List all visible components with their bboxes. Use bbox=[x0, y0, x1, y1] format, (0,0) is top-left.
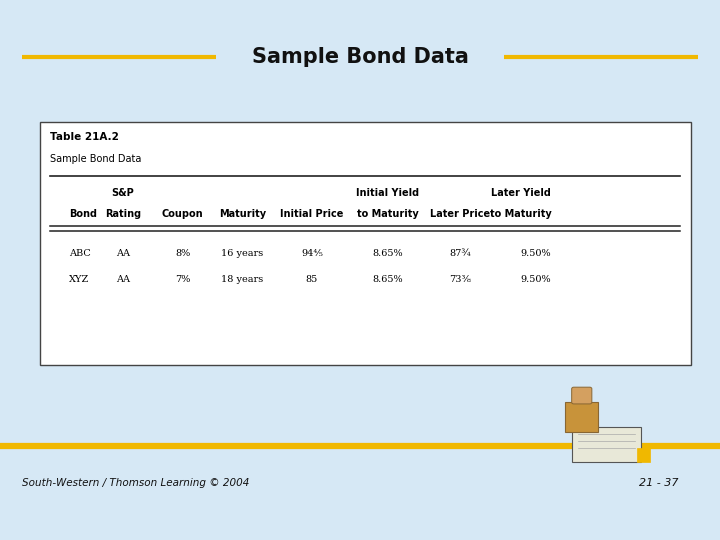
Text: to Maturity: to Maturity bbox=[490, 209, 552, 219]
Text: Rating: Rating bbox=[105, 209, 141, 219]
FancyBboxPatch shape bbox=[572, 387, 592, 404]
Text: 16 years: 16 years bbox=[222, 249, 264, 258]
Text: AA: AA bbox=[116, 249, 130, 258]
Text: 85: 85 bbox=[306, 275, 318, 284]
Text: 18 years: 18 years bbox=[222, 275, 264, 284]
Text: 9.50%: 9.50% bbox=[521, 249, 552, 258]
Text: to Maturity: to Maturity bbox=[356, 209, 418, 219]
Text: Initial Yield: Initial Yield bbox=[356, 188, 419, 198]
Text: Later Yield: Later Yield bbox=[491, 188, 552, 198]
FancyBboxPatch shape bbox=[40, 122, 691, 364]
Text: 21 - 37: 21 - 37 bbox=[639, 478, 678, 488]
Text: ABC: ABC bbox=[69, 249, 91, 258]
Text: Coupon: Coupon bbox=[162, 209, 204, 219]
Text: 9.50%: 9.50% bbox=[521, 275, 552, 284]
Text: Sample Bond Data: Sample Bond Data bbox=[251, 46, 469, 67]
Text: 7%: 7% bbox=[175, 275, 190, 284]
Text: S&P: S&P bbox=[112, 188, 134, 198]
Text: 8%: 8% bbox=[175, 249, 190, 258]
Text: Bond: Bond bbox=[69, 209, 97, 219]
Text: South-Western / Thomson Learning © 2004: South-Western / Thomson Learning © 2004 bbox=[22, 478, 249, 488]
Text: AA: AA bbox=[116, 275, 130, 284]
Text: Initial Price: Initial Price bbox=[280, 209, 343, 219]
Text: Later Price: Later Price bbox=[430, 209, 490, 219]
Text: 8.65%: 8.65% bbox=[372, 249, 402, 258]
Text: 73⅜: 73⅜ bbox=[449, 275, 471, 284]
FancyBboxPatch shape bbox=[565, 402, 598, 432]
Text: Sample Bond Data: Sample Bond Data bbox=[50, 154, 142, 164]
Text: Table 21A.2: Table 21A.2 bbox=[50, 132, 120, 141]
Text: 94⅘: 94⅘ bbox=[301, 249, 323, 258]
Text: 87¾: 87¾ bbox=[449, 249, 471, 258]
FancyBboxPatch shape bbox=[572, 427, 641, 462]
FancyBboxPatch shape bbox=[637, 448, 650, 462]
Text: Maturity: Maturity bbox=[219, 209, 266, 219]
Text: 8.65%: 8.65% bbox=[372, 275, 402, 284]
Text: XYZ: XYZ bbox=[69, 275, 90, 284]
